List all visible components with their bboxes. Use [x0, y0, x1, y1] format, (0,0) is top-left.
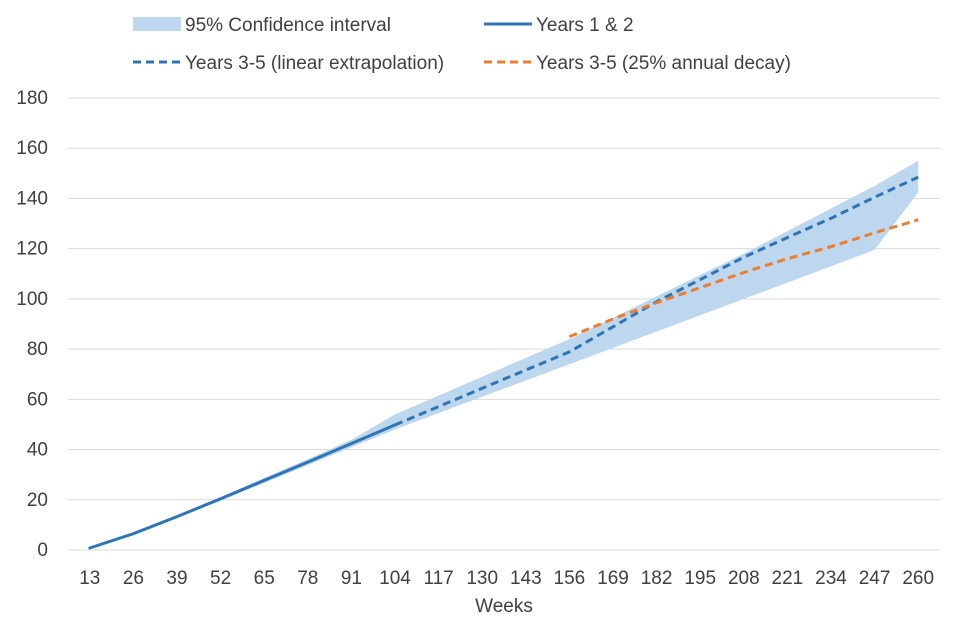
x-tick-label: 156	[554, 568, 586, 589]
gridlines	[68, 97, 940, 501]
x-tick-label: 117	[423, 568, 453, 589]
x-tick-label: 39	[166, 568, 187, 589]
y-tick-label: 0	[37, 540, 48, 561]
x-axis-title: Weeks	[475, 596, 533, 617]
legend: 95% Confidence interval Years 1 & 2 Years …	[133, 15, 791, 74]
y-tick-label: 100	[16, 289, 48, 310]
legend-item-confidence-interval: 95% Confidence interval	[133, 15, 391, 36]
legend-item-annual-decay: Years 3-5 (25% annual decay)	[484, 53, 791, 74]
y-tick-label: 60	[27, 389, 48, 410]
legend-label: 95% Confidence interval	[185, 15, 391, 36]
confidence-interval-band	[89, 160, 919, 549]
y-tick-label: 160	[16, 138, 48, 159]
x-tick-label: 182	[641, 568, 673, 589]
y-tick-label: 80	[27, 339, 48, 360]
series-layer	[88, 175, 919, 550]
y-tick-label: 20	[27, 490, 48, 511]
legend-item-years-1-2: Years 1 & 2	[484, 15, 634, 36]
x-tick-label: 169	[597, 568, 629, 589]
x-tick-label: 91	[341, 568, 362, 589]
x-tick-label: 78	[297, 568, 318, 589]
x-tick-label: 247	[859, 568, 891, 589]
y-tick-label: 40	[27, 440, 48, 461]
legend-label: Years 1 & 2	[536, 15, 634, 36]
x-tick-label: 13	[79, 568, 100, 589]
x-tick-label: 104	[379, 568, 411, 589]
x-tick-label: 221	[772, 568, 804, 589]
x-tick-label: 195	[684, 568, 716, 589]
legend-label: Years 3-5 (linear extrapolation)	[185, 53, 444, 74]
x-tick-label: 26	[123, 568, 144, 589]
x-tick-label: 143	[510, 568, 542, 589]
y-tick-label: 180	[16, 88, 48, 109]
x-tick-label: 208	[728, 568, 760, 589]
series-line-decay	[568, 218, 919, 338]
y-tick-label: 140	[16, 188, 48, 209]
x-tick-label: 260	[902, 568, 934, 589]
y-tick-label: 120	[16, 239, 48, 260]
x-tick-label: 52	[210, 568, 231, 589]
series-line-years-1-2	[88, 423, 397, 550]
axes: 0 20 40 60 80 100 120 140 160 180 13 26 39 52 65 78 91 10…	[16, 88, 940, 589]
x-tick-label: 234	[815, 568, 847, 589]
legend-swatch	[133, 17, 181, 31]
legend-label: Years 3-5 (25% annual decay)	[536, 53, 791, 74]
legend-item-linear-extrapolation: Years 3-5 (linear extrapolation)	[133, 53, 444, 74]
x-tick-label: 65	[254, 568, 275, 589]
confidence-band-layer	[89, 160, 919, 549]
x-tick-label: 130	[466, 568, 498, 589]
